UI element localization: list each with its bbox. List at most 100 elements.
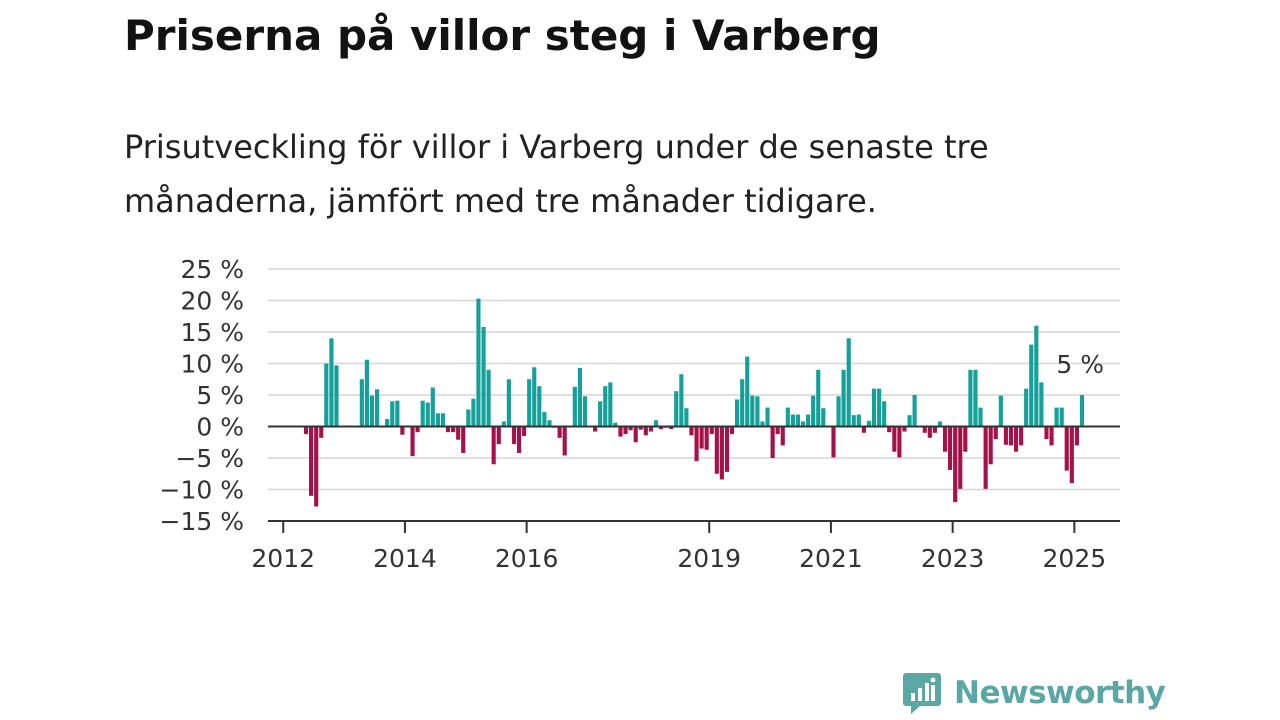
bar <box>648 426 653 432</box>
bars <box>303 298 1085 507</box>
bar <box>643 426 648 436</box>
bar <box>633 426 638 443</box>
bar <box>486 369 491 427</box>
bar <box>927 426 932 438</box>
bar <box>603 386 608 427</box>
bar <box>907 415 912 427</box>
bar <box>577 367 582 427</box>
bar <box>932 426 937 433</box>
bar <box>968 369 973 427</box>
bar <box>364 359 369 427</box>
bar <box>410 426 415 457</box>
bar <box>440 413 446 427</box>
bar <box>319 426 324 438</box>
bar <box>1034 325 1039 427</box>
bar <box>425 402 430 427</box>
bar <box>942 426 948 452</box>
bar <box>501 421 506 427</box>
bar <box>537 386 542 427</box>
bar <box>745 356 750 427</box>
bar <box>958 426 963 489</box>
bar <box>628 426 633 431</box>
bar <box>451 426 456 433</box>
bar <box>1074 426 1079 446</box>
bar <box>1029 344 1034 427</box>
bar <box>892 426 897 452</box>
grid-lines <box>268 268 1120 491</box>
bar <box>1008 426 1014 446</box>
bar <box>841 369 846 427</box>
bar <box>735 399 740 427</box>
bar <box>613 422 618 427</box>
bar <box>1039 382 1044 427</box>
bar <box>491 426 496 465</box>
bar <box>572 386 577 427</box>
bar <box>750 395 755 427</box>
bar <box>582 396 588 427</box>
bar <box>679 374 684 427</box>
x-tick-label: 2025 <box>1043 544 1107 573</box>
bar <box>1013 426 1019 452</box>
bar <box>415 426 420 433</box>
latest-value-annotation: 5 % <box>1056 350 1104 379</box>
bar <box>374 389 380 427</box>
bar <box>653 420 659 427</box>
bar <box>755 396 760 427</box>
bar <box>831 426 836 458</box>
bar <box>1054 407 1059 427</box>
bar <box>1049 426 1054 446</box>
bar <box>674 391 679 427</box>
x-tick-label: 2012 <box>251 544 315 573</box>
bar <box>593 426 598 432</box>
bar <box>948 426 953 470</box>
bar <box>511 426 517 445</box>
bar <box>496 426 501 445</box>
bar <box>669 426 674 430</box>
bar <box>856 414 861 427</box>
bar <box>608 382 613 427</box>
bar <box>937 421 943 427</box>
bar <box>724 426 730 472</box>
bar <box>385 418 390 427</box>
bar <box>806 414 811 427</box>
y-tick-label: 25 % <box>180 255 244 284</box>
bar <box>1024 388 1029 427</box>
bar <box>851 415 856 427</box>
bar <box>522 426 527 436</box>
bar <box>729 426 735 435</box>
bar <box>456 426 461 440</box>
y-tick-label: 0 % <box>196 413 244 442</box>
bar <box>334 365 339 427</box>
bar <box>471 398 476 427</box>
bar <box>476 298 481 427</box>
bar <box>714 426 719 474</box>
bar <box>542 412 547 427</box>
x-tick-label: 2023 <box>921 544 985 573</box>
bar <box>461 426 466 453</box>
y-tick-label: 5 % <box>196 381 244 410</box>
bar <box>871 388 877 427</box>
chart-subtitle: Prisutveckling för villor i Varberg unde… <box>124 128 989 220</box>
bar <box>1079 395 1085 427</box>
bar <box>877 388 882 427</box>
bar <box>1019 426 1024 446</box>
bar <box>1003 426 1008 445</box>
bar <box>684 408 689 427</box>
y-axis-labels: 25 % 20 %15 % 10 %5 % 0 %−5 % −10 %−15 % <box>160 255 244 536</box>
y-tick-label: 20 % <box>180 287 244 316</box>
bar <box>369 395 375 427</box>
brand-name: Newsworthy <box>954 675 1166 711</box>
bar <box>694 426 699 462</box>
bar <box>481 326 486 427</box>
bar <box>816 369 821 427</box>
bar <box>800 421 806 427</box>
bar <box>922 426 927 433</box>
bar <box>882 401 887 427</box>
bar <box>658 426 664 430</box>
bar <box>445 426 451 433</box>
bar <box>623 426 628 435</box>
bar <box>466 409 471 427</box>
bar <box>324 363 329 427</box>
bar <box>329 338 334 427</box>
bar <box>953 426 958 503</box>
